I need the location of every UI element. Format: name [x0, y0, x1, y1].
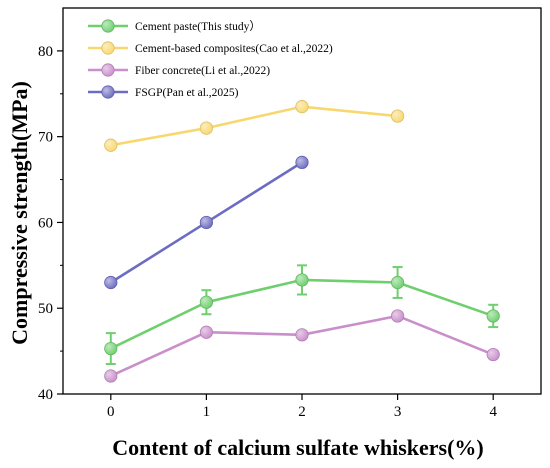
- data-point: [199, 295, 213, 309]
- axis-ticks: 0 1 2 3 4 40 50 60 70 80: [38, 44, 497, 420]
- y-axis-title: Compressive strength(MPa): [7, 81, 32, 345]
- series-0: [104, 264, 500, 365]
- x-tick-label: 0: [107, 404, 115, 420]
- data-point: [295, 155, 309, 169]
- data-point: [486, 309, 500, 323]
- legend-label: FSGP(Pan et al.,2025): [135, 87, 239, 99]
- series-layer: [104, 100, 500, 383]
- x-tick-label: 2: [298, 404, 306, 420]
- x-axis-title: Content of calcium sulfate whiskers(%): [112, 435, 484, 460]
- data-point: [104, 138, 118, 152]
- data-point: [199, 121, 213, 135]
- data-point: [390, 309, 405, 323]
- data-point: [390, 109, 405, 123]
- data-point: [199, 325, 213, 339]
- data-point: [486, 347, 500, 362]
- y-tick-label: 80: [38, 44, 53, 60]
- data-point: [295, 100, 309, 114]
- legend-marker: [101, 19, 115, 33]
- legend-marker: [101, 85, 115, 99]
- data-point: [104, 275, 118, 290]
- data-point: [104, 341, 118, 356]
- data-point: [390, 275, 405, 290]
- y-tick-label: 70: [38, 130, 53, 146]
- legend-label: Cement paste(This study）: [135, 20, 261, 33]
- legend-item: Cement-based composites(Cao et al.,2022): [88, 41, 333, 55]
- legend-marker: [101, 63, 115, 77]
- series-1: [104, 100, 405, 152]
- legend-label: Fiber concrete(Li et al.,2022): [135, 65, 270, 77]
- legend-item: Fiber concrete(Li et al.,2022): [88, 63, 270, 77]
- y-tick-label: 40: [38, 387, 53, 403]
- data-point: [295, 328, 309, 342]
- series-3: [104, 155, 309, 290]
- data-point: [295, 273, 309, 287]
- legend-label: Cement-based composites(Cao et al.,2022): [135, 43, 333, 55]
- legend-marker: [101, 41, 115, 55]
- y-tick-label: 50: [38, 301, 53, 317]
- legend: Cement paste(This study） Cement-based com…: [88, 19, 333, 99]
- series-2: [104, 309, 500, 383]
- x-tick-label: 1: [203, 404, 211, 420]
- legend-item: Cement paste(This study）: [88, 19, 261, 33]
- y-tick-label: 60: [38, 215, 53, 231]
- series-line: [110, 314, 494, 378]
- series-line: [110, 105, 398, 147]
- x-tick-label: 4: [489, 404, 497, 420]
- x-tick-label: 3: [394, 404, 402, 420]
- data-point: [199, 215, 213, 230]
- data-point: [104, 369, 118, 383]
- legend-item: FSGP(Pan et al.,2025): [88, 85, 239, 99]
